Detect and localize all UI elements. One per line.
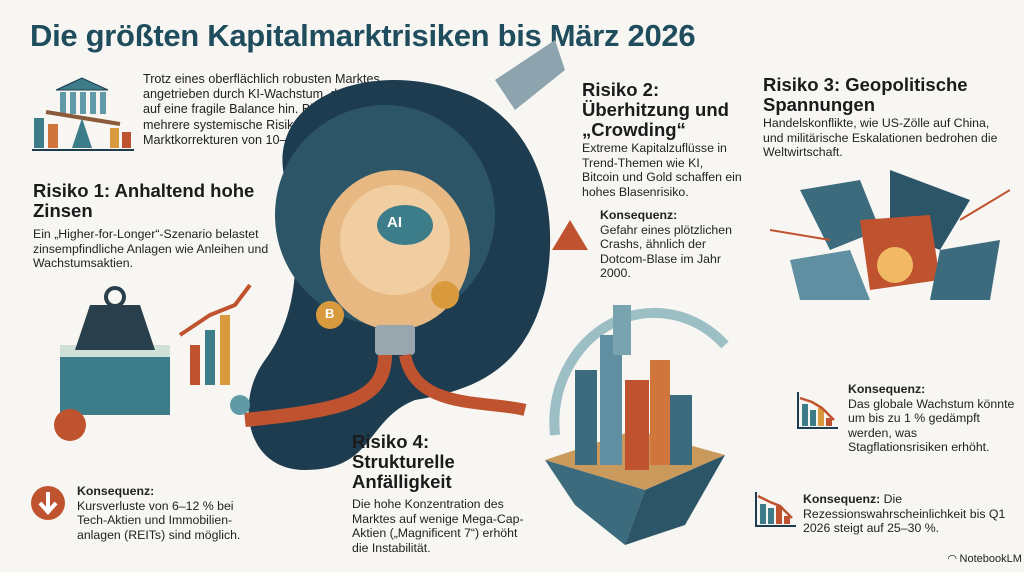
consequence-label: Konsequenz: bbox=[848, 382, 926, 396]
consequence-text: Das globale Wachstum könnte um bis zu 1 … bbox=[848, 396, 1015, 455]
page-title: Die größten Kapitalmarktrisiken bis März… bbox=[30, 18, 696, 53]
notebooklm-brand: ◠ NotebookLM bbox=[948, 552, 1022, 565]
notebooklm-logo-icon: ◠ bbox=[948, 553, 957, 565]
consequence-label: Konsequenz: bbox=[77, 484, 155, 498]
risk-1-body: Ein „Higher-for-Longer“-Szenario belaste… bbox=[33, 227, 269, 271]
arrow-down-circle-icon bbox=[31, 486, 65, 520]
declining-chart-icon bbox=[797, 392, 838, 429]
risk-3-body: Handelskonflikte, wie US-Zölle auf China… bbox=[763, 116, 998, 160]
bank-balance-icon bbox=[32, 77, 134, 151]
consequence-label: Konsequenz: bbox=[600, 208, 678, 222]
consequence-text: Gefahr eines plötzlichen Crashs, ähnlich… bbox=[600, 222, 732, 281]
ai-brain-label: AI bbox=[387, 214, 402, 231]
risk-3-consequence: Konsequenz: Das globale Wachstum könnte u… bbox=[848, 382, 1018, 455]
brand-label: NotebookLM bbox=[959, 553, 1022, 565]
consequence-label: Konsequenz: bbox=[803, 492, 881, 506]
risk-4-body: Die hohe Konzentration des Marktes auf w… bbox=[352, 497, 524, 555]
weight-and-money-illustration bbox=[54, 283, 252, 441]
risk-2-body: Extreme Kapitalzuflüsse in Trend-Themen … bbox=[582, 141, 742, 199]
city-island-illustration bbox=[545, 305, 729, 545]
risk-3-heading: Risiko 3: Geopolitische Spannungen bbox=[763, 74, 968, 115]
risk-4-consequence: Konsequenz: Die Rezessionswahrscheinlich… bbox=[803, 492, 1013, 536]
risk-2-heading: Risiko 2: Überhitzung und „Crowding“ bbox=[582, 79, 729, 140]
risk-4-heading: Risiko 4: Strukturelle Anfälligkeit bbox=[352, 431, 455, 492]
warning-triangle-icon bbox=[552, 220, 588, 250]
declining-chart-icon bbox=[755, 492, 796, 527]
geopolitical-explosion-illustration bbox=[770, 170, 1010, 300]
consequence-text: Die Rezessionswahrscheinlichkeit bis Q1 … bbox=[803, 492, 1006, 536]
risk-1-consequence: Konsequenz: Kursverluste von 6–12 % bei T… bbox=[77, 484, 257, 542]
consequence-text: Kursverluste von 6–12 % bei Tech-Aktien … bbox=[77, 498, 241, 542]
risk-2-consequence: Konsequenz: Gefahr eines plötzlichen Cras… bbox=[600, 208, 740, 281]
bitcoin-icon: B bbox=[325, 306, 335, 321]
bubble-illustration bbox=[244, 40, 565, 471]
risk-1-heading: Risiko 1: Anhaltend hohe Zinsen bbox=[33, 180, 255, 221]
